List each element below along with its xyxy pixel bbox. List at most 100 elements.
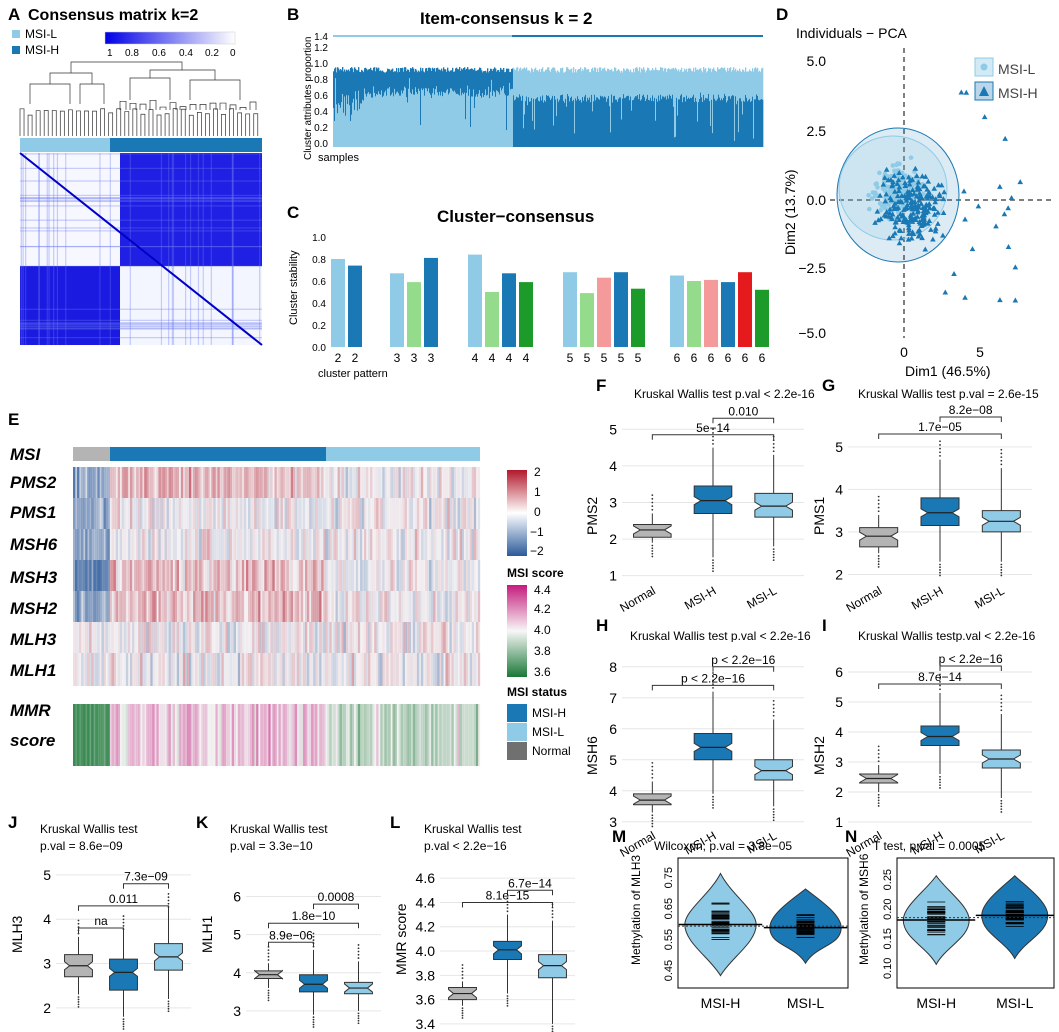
item-bar-light: [408, 69, 410, 147]
item-bar-dark: [485, 70, 487, 90]
item-bar-dark: [473, 70, 475, 90]
pca-point-msi-h: [886, 210, 893, 216]
heatmap-cell: [152, 653, 155, 686]
heatmap-cell: [125, 467, 129, 498]
heatmap-cell: [467, 560, 471, 591]
heatmap-cell: [327, 529, 330, 560]
item-bar-dark: [568, 96, 570, 147]
heatmap-cell: [113, 653, 116, 686]
dendrogram-link: [132, 108, 138, 136]
heatmap-cell: [144, 591, 147, 622]
heatmap-cell: [223, 622, 226, 653]
outlier: [461, 1017, 464, 1019]
item-bar-light: [674, 69, 676, 147]
ylabel: MMR score: [393, 903, 409, 975]
item-bar-dark: [691, 98, 693, 147]
expression-heatmap: [73, 467, 481, 686]
pca-point-msi-h: [961, 188, 967, 194]
heatmap-cell: [125, 560, 129, 591]
pca-point-msi-h: [913, 193, 920, 199]
pca-point-msi-h: [923, 193, 930, 199]
mmr-cell: [288, 704, 291, 766]
outlier: [939, 566, 941, 569]
item-bar-dark: [381, 71, 383, 91]
heatmap-cell: [107, 467, 110, 498]
mmr-cell: [366, 704, 369, 766]
heatmap-cell: [235, 560, 239, 591]
heatmap-cell: [193, 560, 196, 591]
item-bar-dark: [415, 68, 417, 88]
status-label-msi-h: MSI-H: [532, 706, 566, 720]
heatmap-cell: [237, 529, 241, 560]
mmr-score-heatmap: [73, 704, 481, 766]
item-bar-light: [442, 71, 444, 147]
heatmap-cell: [286, 498, 289, 529]
heatmap-cell: [193, 498, 196, 529]
heatmap-cell: [140, 467, 143, 498]
heatmap-cell: [184, 560, 188, 591]
heatmap-row-bg: [73, 622, 480, 653]
heatmap-cell: [185, 498, 187, 529]
item-bar-dark: [653, 101, 655, 147]
heatmap-cell: [307, 622, 309, 653]
mmr-cell: [469, 704, 473, 766]
outlier: [1000, 566, 1003, 569]
matrix-stripe: [109, 153, 111, 345]
heatmap-cell: [304, 467, 308, 498]
heatmap-cell: [325, 529, 328, 560]
item-bar-light: [512, 68, 514, 147]
outlier: [506, 997, 509, 1000]
heatmap-cell: [465, 467, 468, 498]
heatmap-cell: [217, 467, 220, 498]
pca-point-msi-h: [890, 233, 896, 239]
heatmap-cell: [217, 560, 220, 591]
item-bar-dark: [574, 133, 576, 147]
heatmap-cell: [284, 529, 287, 560]
item-bar-dark: [396, 68, 398, 93]
heatmap-cell: [127, 591, 131, 622]
panel-c-xlabel: cluster pattern: [318, 368, 388, 380]
heatmap-cell: [225, 622, 228, 653]
heatmap-cell: [362, 529, 364, 560]
pca-point-msi-h: [940, 232, 946, 238]
heatmap-cell: [213, 653, 216, 686]
item-bar-dark: [697, 121, 699, 147]
heatmap-cell: [125, 653, 129, 686]
heatmap-cell: [162, 467, 165, 498]
heatmap-cell: [357, 622, 361, 653]
mmr-cell: [150, 704, 153, 766]
heatmap-cell: [368, 591, 371, 622]
item-bar-dark: [680, 95, 682, 147]
heatmap-cell: [276, 591, 279, 622]
heatmap-cell: [458, 622, 460, 653]
heatmap-cell: [439, 467, 442, 498]
item-bar-dark: [572, 101, 574, 147]
heatmap-cell: [372, 591, 375, 622]
item-bar-dark: [735, 96, 737, 147]
heatmap-cell: [338, 653, 340, 686]
item-bar-dark: [423, 71, 425, 89]
mmr-cell: [132, 704, 135, 766]
heatmap-cell: [296, 560, 300, 591]
mmr-cell: [123, 704, 127, 766]
comparison-bracket: [939, 665, 1002, 671]
heatmap-cell: [477, 653, 481, 686]
heatmap-cell: [260, 622, 263, 653]
mmr-cell: [429, 704, 432, 766]
box: [693, 732, 733, 761]
heatmap-cell: [468, 467, 470, 498]
outlier: [712, 567, 714, 570]
heatmap-cell: [207, 622, 210, 653]
item-bar-dark: [407, 69, 409, 103]
outlier: [772, 559, 775, 562]
pca-point-msi-l: [883, 202, 889, 207]
item-bar-light: [346, 69, 348, 147]
heatmap-cell: [170, 622, 173, 653]
heatmap-cell: [213, 467, 216, 498]
outlier: [939, 451, 941, 454]
item-bar-dark: [416, 70, 418, 93]
bar-label: 5: [567, 351, 574, 365]
heatmap-cell: [197, 467, 200, 498]
mmr-cell: [454, 704, 456, 766]
heatmap-cell: [280, 498, 283, 529]
